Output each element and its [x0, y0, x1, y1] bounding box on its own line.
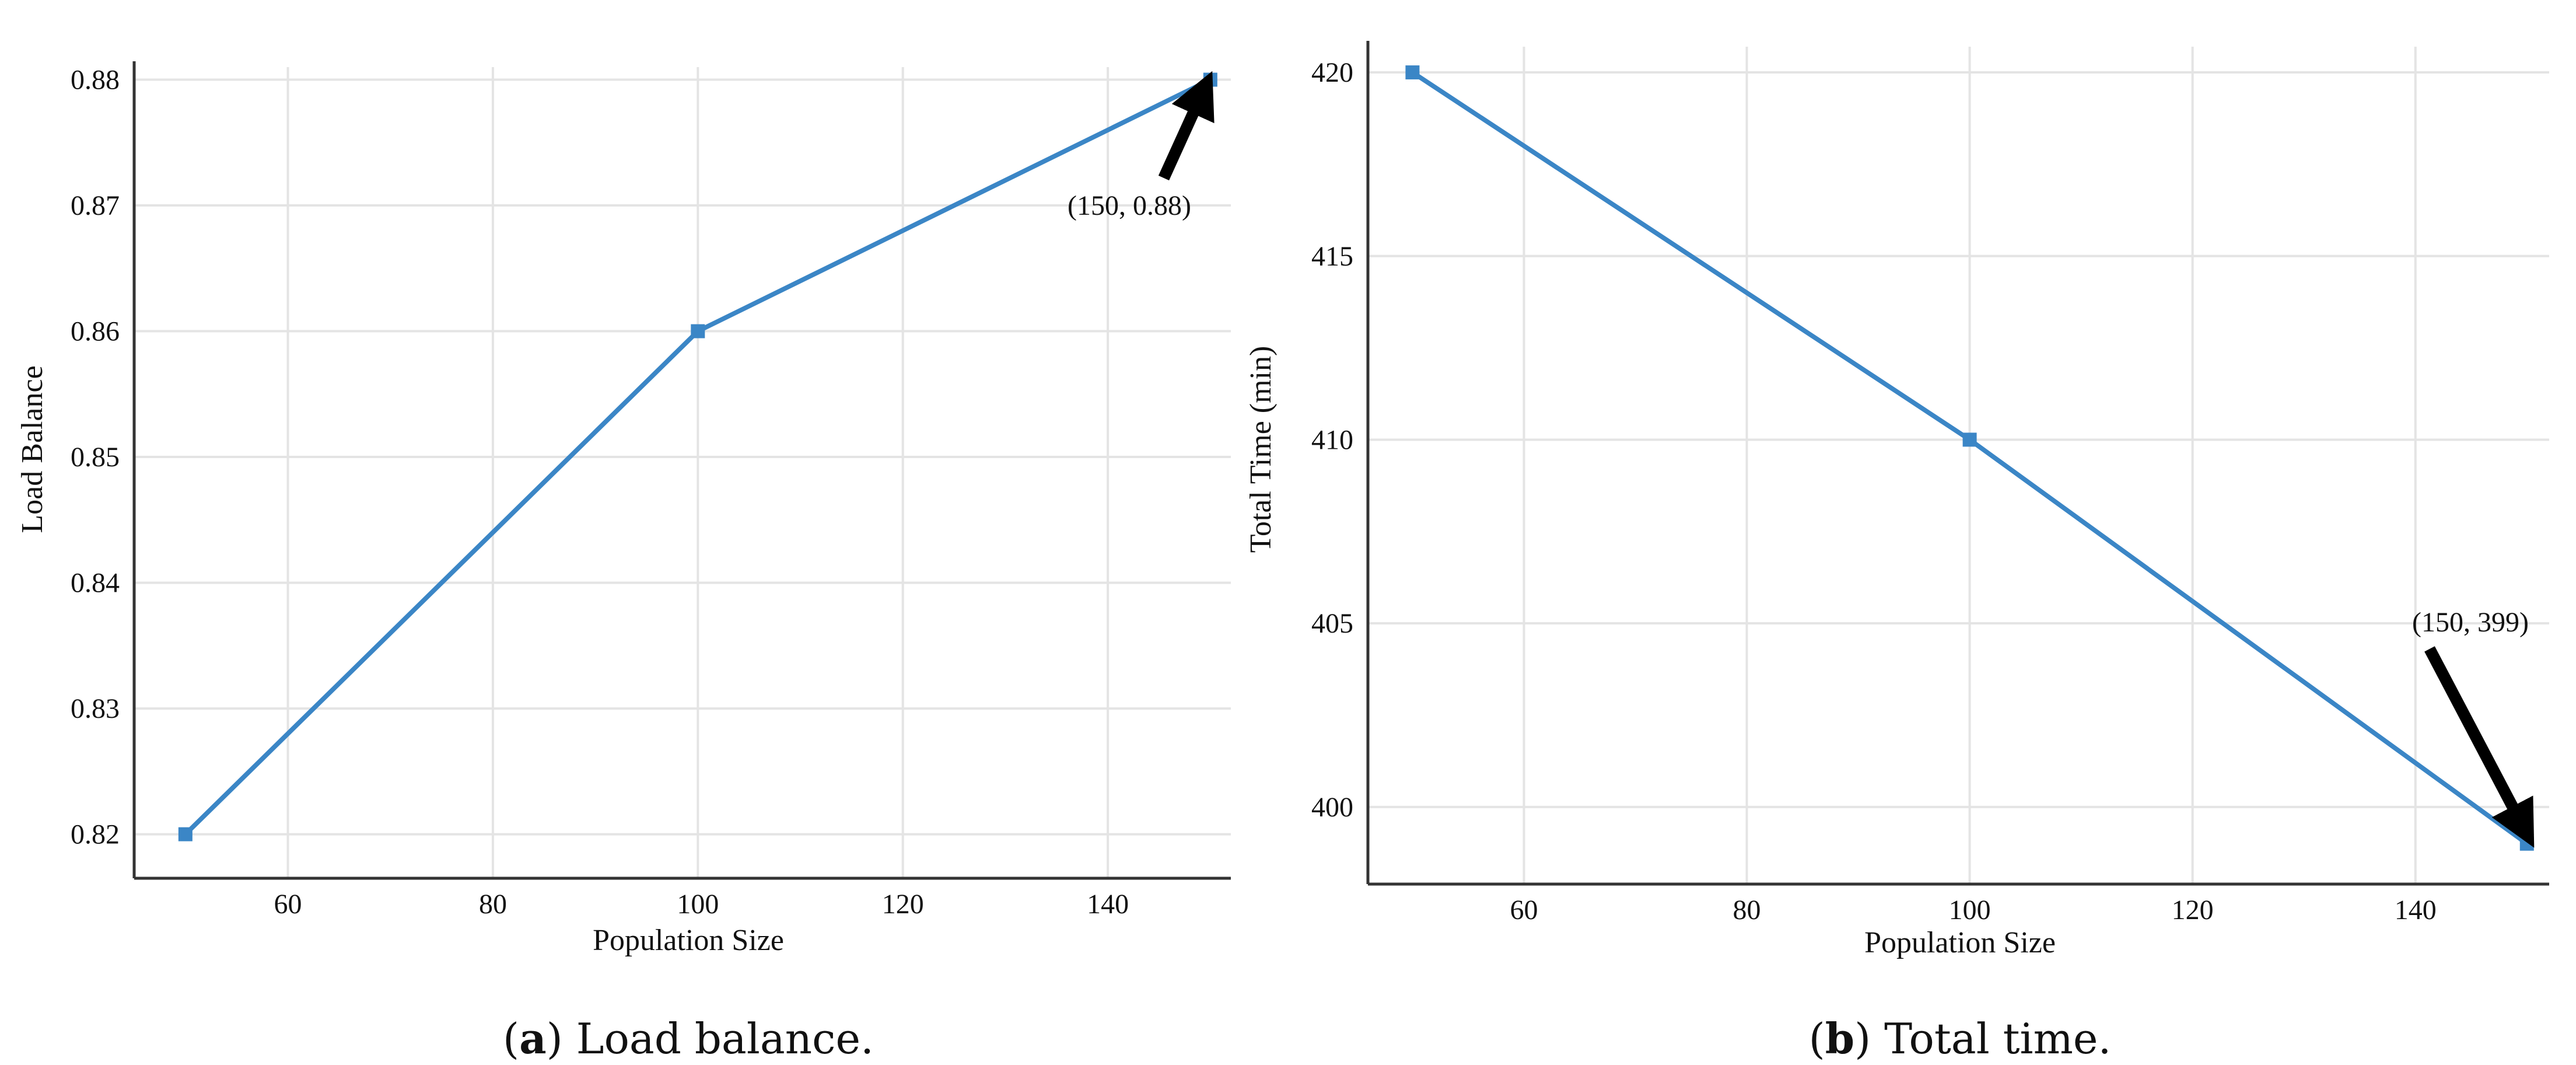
y-axis-title: Total Time (min) — [1244, 346, 1278, 553]
y-tick-label: 420 — [1311, 57, 1353, 88]
y-tick-label: 0.87 — [71, 190, 120, 221]
axes — [132, 61, 1231, 880]
annotation-label: (150, 0.88) — [1068, 190, 1191, 221]
annotation-arrow — [1158, 71, 1214, 181]
y-tick-label: 0.84 — [71, 568, 120, 599]
axes — [1366, 41, 2549, 886]
x-tick-label: 80 — [479, 889, 507, 920]
y-tick-label: 0.82 — [71, 819, 120, 850]
x-tick-label: 140 — [1087, 889, 1129, 920]
chart-load-balance: 60 80 100 120 140 0.82 0.83 0.84 0.85 0.86 0.87 0.8… — [16, 61, 1231, 1063]
x-tick-label: 140 — [2395, 895, 2437, 926]
x-tick-label: 60 — [274, 889, 302, 920]
y-tick-label: 410 — [1311, 424, 1353, 455]
data-point — [691, 324, 705, 338]
data-point — [1405, 65, 1420, 80]
x-tick-label: 100 — [677, 889, 719, 920]
tick-labels: 60 80 100 120 140 400 405 410 415 420 — [1311, 57, 2437, 926]
x-tick-label: 60 — [1510, 895, 1538, 926]
annotation: (150, 399) — [2412, 607, 2535, 848]
caption-text-a: Load balance. — [576, 1014, 874, 1063]
x-tick-label: 120 — [2172, 895, 2214, 926]
y-axis-title: Load Balance — [16, 365, 49, 533]
y-tick-label: 0.83 — [71, 693, 120, 724]
x-tick-label: 80 — [1733, 895, 1761, 926]
chart-total-time: 60 80 100 120 140 400 405 410 415 420 Population … — [1244, 41, 2549, 1063]
caption-tag-a: a — [519, 1014, 547, 1063]
data-point — [2519, 836, 2534, 851]
y-tick-label: 405 — [1311, 608, 1353, 639]
y-tick-label: 0.86 — [71, 316, 120, 347]
x-tick-label: 120 — [882, 889, 924, 920]
caption-a: (a) Load balance. — [503, 1014, 874, 1063]
annotation: (150, 0.88) — [1068, 71, 1214, 221]
y-tick-label: 415 — [1311, 241, 1353, 272]
annotation-label: (150, 399) — [2412, 607, 2529, 638]
caption-b: (b) Total time. — [1809, 1014, 2112, 1063]
annotation-arrow — [2424, 646, 2535, 848]
x-axis-title: Population Size — [1864, 926, 2056, 959]
grid — [1368, 47, 2549, 884]
caption-tag-b: b — [1825, 1014, 1854, 1063]
series-layer — [178, 72, 1217, 841]
grid — [134, 67, 1231, 878]
y-tick-label: 0.88 — [71, 65, 120, 96]
data-point — [178, 827, 192, 841]
x-tick-label: 100 — [1949, 895, 1991, 926]
y-tick-label: 0.85 — [71, 442, 120, 473]
data-point — [1962, 432, 1977, 447]
tick-labels: 60 80 100 120 140 0.82 0.83 0.84 0.85 0.86 0.87 0.8… — [71, 65, 1129, 920]
x-axis-title: Population Size — [593, 924, 784, 957]
y-tick-label: 400 — [1311, 792, 1353, 823]
caption-text-b: Total time. — [1884, 1014, 2111, 1063]
